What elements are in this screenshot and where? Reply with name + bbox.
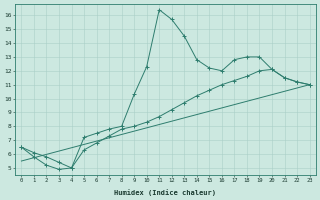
X-axis label: Humidex (Indice chaleur): Humidex (Indice chaleur) [115, 189, 217, 196]
